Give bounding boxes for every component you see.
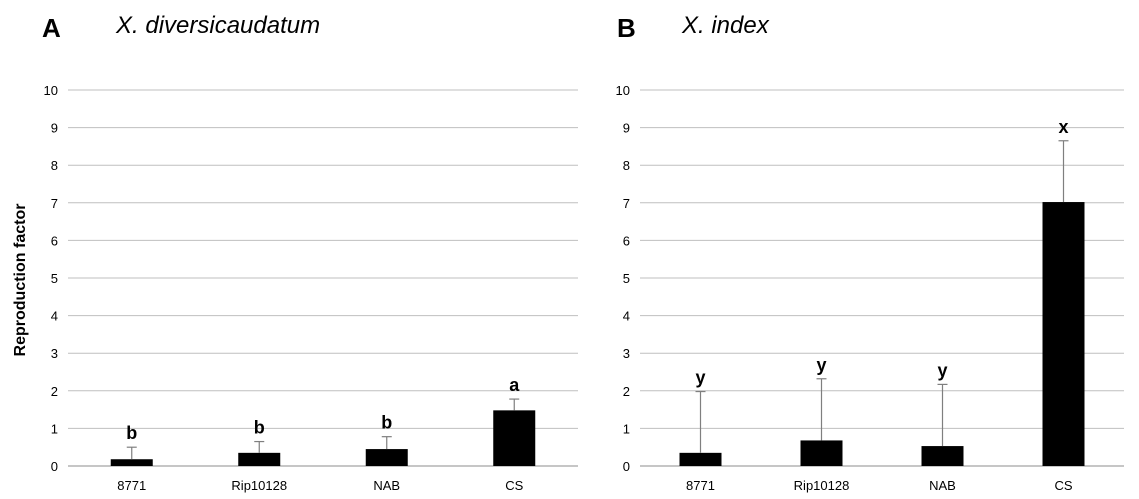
panel-a-y-tick-label: 8	[51, 158, 58, 173]
panel-b-significance-label: y	[937, 360, 947, 380]
panel-b-y-tick-label: 1	[623, 421, 630, 436]
panel-b-title: X. index	[681, 12, 770, 39]
panel-a-y-tick-label: 7	[51, 196, 58, 211]
panel-a-significance-label: a	[509, 375, 520, 395]
panel-a-significance-label: b	[381, 413, 392, 433]
panel-b-y-tick-label: 0	[623, 459, 630, 474]
panel-a-y-tick-label: 9	[51, 121, 58, 136]
y-axis-label: Reproduction factor	[12, 204, 29, 357]
panel-a-plot: 0 1 2 3 4 5 6 7 8 9 10 b 8771 b Rip10128 b NAB a CS	[44, 83, 578, 493]
panel-a-category-label: CS	[505, 478, 523, 493]
panel-a-category-label: Rip10128	[231, 478, 287, 493]
panel-a-bar	[365, 449, 408, 466]
panel-b-y-tick-label: 10	[616, 83, 630, 98]
panel-a-significance-label: b	[254, 418, 265, 438]
panel-b-category-label: CS	[1054, 478, 1072, 493]
panel-b-significance-label: y	[816, 355, 826, 375]
panel-b-bar	[679, 452, 722, 466]
panel-a-title: X. diversicaudatum	[115, 12, 320, 39]
panel-b-letter: B	[617, 13, 636, 43]
panel-b-category-label: 8771	[686, 478, 715, 493]
panel-a-bar	[110, 459, 153, 466]
panel-b-significance-label: x	[1058, 117, 1068, 137]
panel-b-category-label: Rip10128	[794, 478, 850, 493]
panel-a-letter: A	[42, 13, 61, 43]
panel-a-category-label: NAB	[373, 478, 400, 493]
panel-a-bar	[493, 410, 536, 466]
panel-a-y-tick-label: 1	[51, 421, 58, 436]
panel-a-y-tick-label: 0	[51, 459, 58, 474]
panel-b-plot: 0 1 2 3 4 5 6 7 8 9 10 y 8771 y Rip10128 y NAB x CS	[616, 83, 1124, 493]
panel-a-y-tick-label: 4	[51, 309, 58, 324]
panel-a-significance-label: b	[126, 423, 137, 443]
panel-a-y-tick-label: 10	[44, 83, 58, 98]
panel-b-y-tick-label: 9	[623, 121, 630, 136]
panel-b-y-tick-label: 3	[623, 346, 630, 361]
panel-b-bar	[800, 440, 843, 466]
panel-a-y-tick-label: 6	[51, 233, 58, 248]
panel-a-category-label: 8771	[117, 478, 146, 493]
panel-b-category-label: NAB	[929, 478, 956, 493]
panel-a-bar	[238, 452, 281, 466]
panel-b-bar	[1042, 202, 1085, 466]
panel-a-y-tick-label: 5	[51, 271, 58, 286]
panel-b-y-tick-label: 2	[623, 384, 630, 399]
panel-b-y-tick-label: 6	[623, 233, 630, 248]
panel-b-bar	[921, 446, 964, 466]
panel-a-y-tick-label: 2	[51, 384, 58, 399]
panel-b-y-tick-label: 4	[623, 309, 630, 324]
panel-b-y-tick-label: 8	[623, 158, 630, 173]
panel-b: B X. index 0 1 2 3 4 5 6 7 8 9 10 y 8771 y Rip10128 y NA…	[616, 12, 1124, 493]
panel-b-y-tick-label: 7	[623, 196, 630, 211]
panel-b-y-tick-label: 5	[623, 271, 630, 286]
panel-b-significance-label: y	[695, 368, 705, 388]
panel-a-y-tick-label: 3	[51, 346, 58, 361]
panel-a: A X. diversicaudatum 0 1 2 3 4 5 6 7 8 9 10 b 8771 b R…	[42, 12, 578, 493]
